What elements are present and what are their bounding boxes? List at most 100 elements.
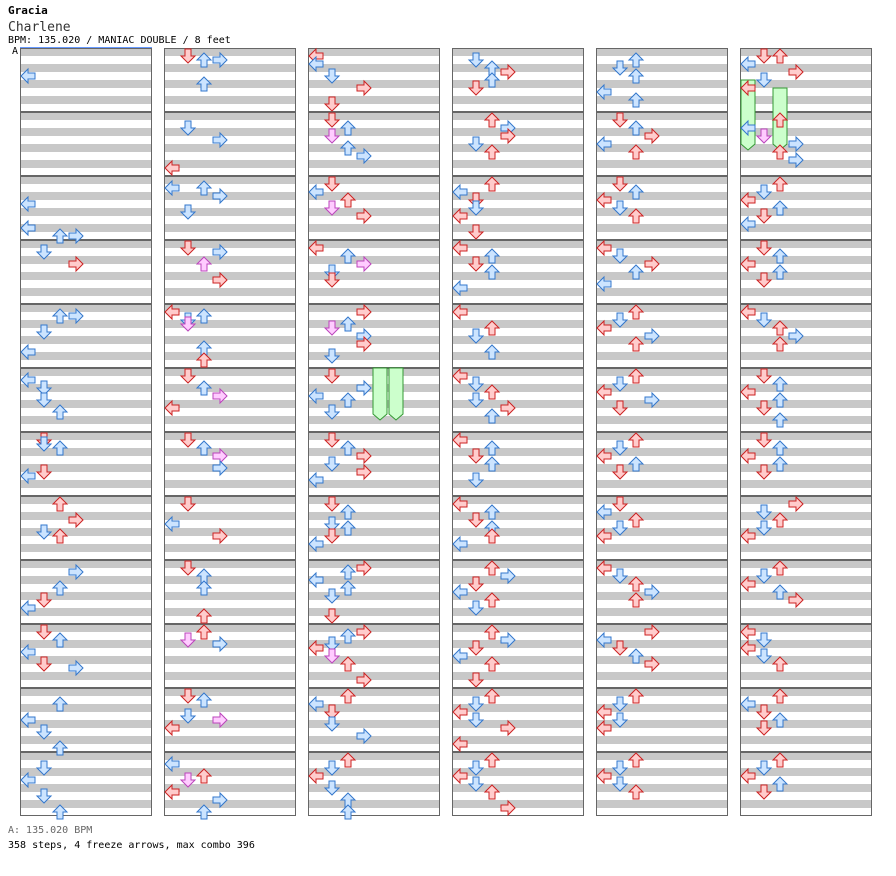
step-arrow — [467, 576, 485, 592]
step-arrow — [51, 528, 69, 544]
step-arrow — [179, 560, 197, 576]
step-arrow — [308, 387, 324, 405]
step-arrow — [339, 140, 357, 156]
step-arrow — [611, 60, 629, 76]
beat-band — [308, 320, 440, 328]
step-arrow — [195, 440, 213, 456]
measure-border — [164, 560, 296, 624]
beat-band — [308, 272, 440, 280]
measure-border — [308, 432, 440, 496]
beat-band — [596, 800, 728, 808]
measure-border — [164, 688, 296, 752]
measure-border — [452, 432, 584, 496]
step-arrow — [164, 515, 180, 533]
beat-band — [596, 640, 728, 648]
step-arrow — [179, 240, 197, 256]
beat-band — [452, 352, 584, 360]
step-arrow — [164, 755, 180, 773]
beat-band — [20, 288, 152, 296]
beat-band — [452, 480, 584, 488]
beat-band — [164, 224, 296, 232]
measure-border — [596, 176, 728, 240]
step-arrow — [483, 144, 501, 160]
beat-band — [740, 144, 872, 152]
step-arrow — [467, 256, 485, 272]
step-arrow — [35, 788, 53, 804]
step-arrow — [755, 464, 773, 480]
beat-band — [596, 608, 728, 616]
step-arrow — [755, 128, 773, 144]
beat-band — [20, 416, 152, 424]
freeze-arrow — [388, 367, 404, 421]
beat-band — [308, 96, 440, 104]
beat-band — [740, 592, 872, 600]
beat-band — [308, 240, 440, 248]
beat-band — [596, 784, 728, 792]
beat-band — [740, 512, 872, 520]
step-arrow — [740, 695, 756, 713]
beat-band — [740, 288, 872, 296]
step-arrow — [500, 799, 516, 817]
measure-border — [20, 368, 152, 432]
step-arrow — [596, 275, 612, 293]
measure-border — [452, 112, 584, 176]
beat-band — [452, 800, 584, 808]
beat-band — [596, 720, 728, 728]
step-arrow — [51, 632, 69, 648]
beat-band — [452, 400, 584, 408]
step-arrow — [179, 632, 197, 648]
beat-band — [596, 432, 728, 440]
beat-band — [596, 736, 728, 744]
step-arrow — [20, 343, 36, 361]
step-arrow — [323, 128, 341, 144]
step-arrow — [740, 119, 756, 137]
step-arrow — [452, 279, 468, 297]
beat-band — [740, 560, 872, 568]
step-arrow — [627, 512, 645, 528]
measure-border — [20, 48, 152, 112]
step-arrow — [308, 239, 324, 257]
measure-border — [740, 240, 872, 304]
step-arrow — [356, 207, 372, 225]
beat-band — [308, 64, 440, 72]
beat-band — [452, 704, 584, 712]
step-arrow — [308, 183, 324, 201]
step-arrow — [356, 727, 372, 745]
step-arrow — [644, 391, 660, 409]
step-arrow — [35, 724, 53, 740]
step-arrow — [483, 752, 501, 768]
beat-band — [164, 544, 296, 552]
step-arrow — [483, 592, 501, 608]
beat-band — [452, 160, 584, 168]
step-arrow — [596, 559, 612, 577]
step-arrow — [308, 535, 324, 553]
step-arrow — [627, 336, 645, 352]
beat-band — [452, 720, 584, 728]
beat-band — [308, 176, 440, 184]
measure-border — [164, 368, 296, 432]
step-arrow — [611, 776, 629, 792]
step-arrow — [20, 67, 36, 85]
step-arrow — [51, 440, 69, 456]
beat-band — [164, 144, 296, 152]
step-arrow — [771, 200, 789, 216]
step-arrow — [596, 719, 612, 737]
beat-band — [452, 608, 584, 616]
beat-band — [164, 624, 296, 632]
step-arrow — [596, 319, 612, 337]
beat-band — [164, 96, 296, 104]
beat-band — [20, 160, 152, 168]
step-arrow — [611, 464, 629, 480]
beat-band — [740, 112, 872, 120]
beat-band — [20, 368, 152, 376]
beat-band — [308, 464, 440, 472]
step-arrow — [339, 440, 357, 456]
beat-band — [596, 48, 728, 56]
beat-band — [452, 672, 584, 680]
beat-band — [452, 256, 584, 264]
step-arrow — [755, 720, 773, 736]
beat-band — [740, 736, 872, 744]
beat-band — [452, 560, 584, 568]
step-arrow — [755, 704, 773, 720]
step-arrow — [740, 55, 756, 73]
